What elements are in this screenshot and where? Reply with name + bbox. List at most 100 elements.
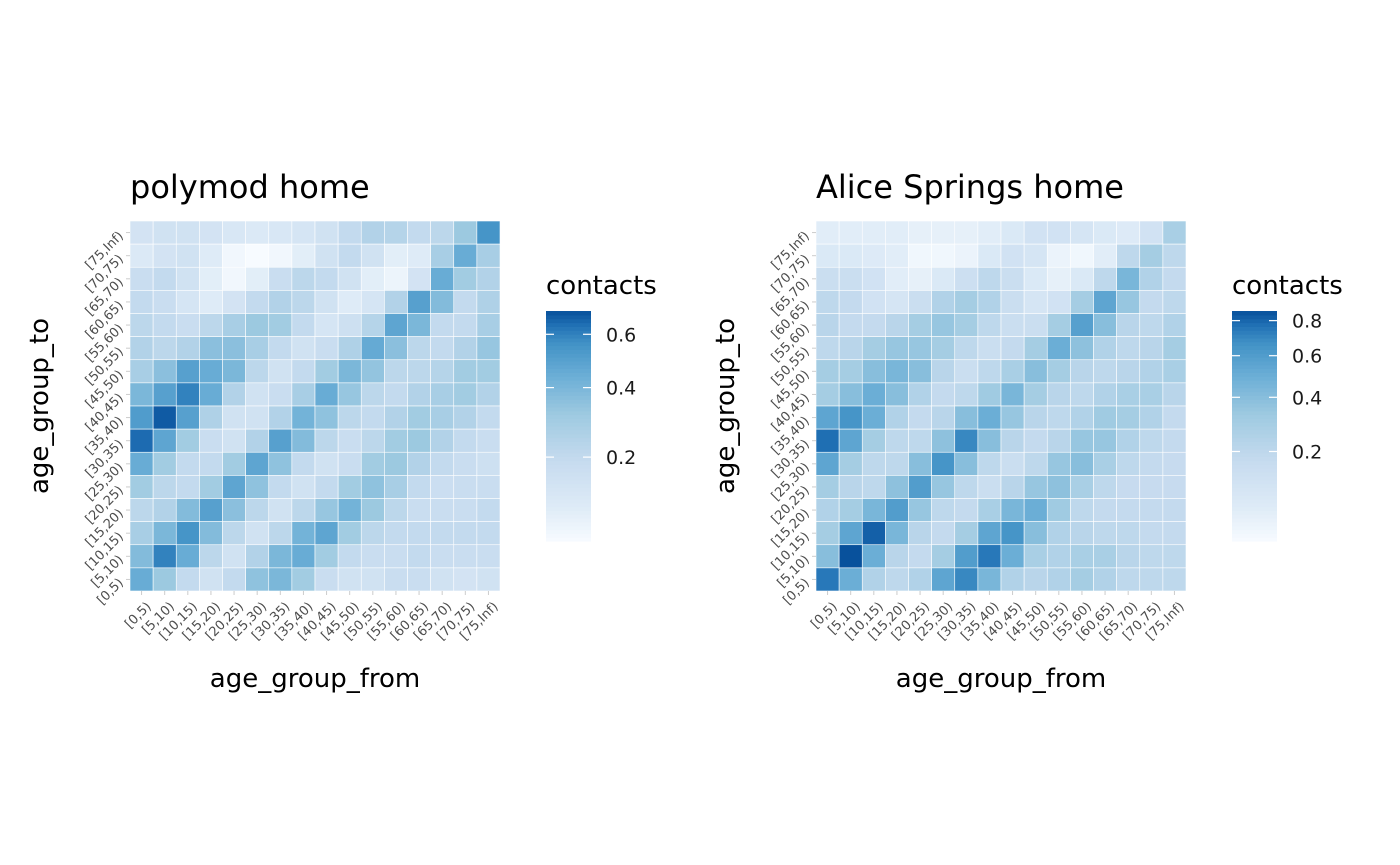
heatmap-cell: [175, 428, 200, 453]
colorbar-segment: [1232, 529, 1277, 534]
heatmap-cell: [337, 266, 362, 291]
heatmap-cell: [1093, 336, 1117, 361]
heatmap-cell: [1070, 498, 1094, 522]
colorbar-segment: [546, 426, 591, 431]
heatmap-cell: [1000, 567, 1025, 592]
heatmap-cell: [908, 521, 932, 546]
heatmap-cell: [314, 266, 339, 291]
heatmap-cell: [222, 382, 246, 407]
heatmap-cell: [885, 498, 909, 522]
heatmap-cell: [1070, 475, 1094, 499]
heatmap-cell: [453, 521, 478, 546]
colorbar-segment: [1232, 395, 1277, 400]
colorbar-segment: [546, 349, 591, 354]
heatmap-cell: [222, 451, 246, 476]
heatmap-cell: [954, 359, 979, 384]
heatmap-cell: [152, 498, 177, 522]
heatmap-cell: [222, 359, 246, 384]
heatmap-cell: [476, 567, 501, 592]
heatmap-cell: [291, 428, 316, 453]
heatmap-cell: [291, 405, 316, 430]
heatmap-cell: [384, 336, 408, 361]
heatmap-cell: [931, 405, 956, 430]
heatmap-cell: [1139, 498, 1164, 522]
colorbar-segment: [1232, 514, 1277, 519]
heatmap-cell: [931, 382, 956, 407]
heatmap-cell: [861, 428, 886, 453]
heatmap-cell: [931, 359, 956, 384]
colorbar-segment: [546, 418, 591, 423]
heatmap-cell: [1046, 359, 1071, 384]
heatmap-cell: [815, 498, 840, 522]
colorbar-segment: [1232, 418, 1277, 423]
heatmap-cell: [476, 521, 501, 546]
heatmap-cell: [152, 567, 177, 592]
heatmap-cell: [1093, 359, 1117, 384]
heatmap-cell: [476, 428, 501, 453]
heatmap-cell: [453, 243, 478, 268]
heatmap-cell: [1162, 567, 1187, 592]
heatmap-cell: [360, 405, 385, 430]
heatmap-cell: [199, 266, 223, 291]
heatmap-cell: [1162, 313, 1187, 337]
heatmap-cell: [291, 220, 316, 245]
heatmap-cell: [337, 521, 362, 546]
heatmap-cell: [908, 567, 932, 592]
colorbar-segment: [546, 326, 591, 331]
heatmap-cell: [222, 313, 246, 337]
heatmap-cell: [476, 266, 501, 291]
heatmap-cell: [268, 220, 293, 245]
colorbar-segment: [1232, 376, 1277, 381]
heatmap-cell: [453, 567, 478, 592]
heatmap-cell: [129, 451, 154, 476]
heatmap-cell: [129, 428, 154, 453]
heatmap-cell: [268, 475, 293, 499]
heatmap-cell: [129, 521, 154, 546]
heatmap-cell: [291, 544, 316, 569]
heatmap-cell: [199, 498, 223, 522]
colorbar-segment: [1232, 475, 1277, 481]
heatmap-cell: [1070, 359, 1094, 384]
heatmap-cell: [815, 405, 840, 430]
heatmap-cell: [1000, 498, 1025, 522]
heatmap-cell: [931, 336, 956, 361]
heatmap-cell: [931, 290, 956, 314]
heatmap-cell: [384, 313, 408, 337]
heatmap-cell: [453, 290, 478, 314]
heatmap-cell: [1139, 266, 1164, 291]
heatmap-cell: [337, 475, 362, 499]
colorbar-segment: [1232, 495, 1277, 500]
colorbar-segment: [1232, 452, 1277, 458]
heatmap-cell: [1116, 428, 1141, 453]
heatmap-cell: [1162, 405, 1187, 430]
heatmap-cell: [1046, 266, 1071, 291]
heatmap-cell: [360, 567, 385, 592]
colorbar-segment: [1232, 383, 1277, 389]
heatmap-cell: [1139, 382, 1164, 407]
heatmap-cell: [152, 313, 177, 337]
legend-title: contacts: [1232, 271, 1343, 301]
heatmap-cell: [1023, 243, 1048, 268]
heatmap-cell: [908, 243, 932, 268]
heatmap-cell: [291, 382, 316, 407]
heatmap-cell: [245, 405, 270, 430]
heatmap-cell: [360, 498, 385, 522]
colorbar-segment: [1232, 368, 1277, 373]
heatmap-cell: [291, 290, 316, 314]
heatmap-cell: [1116, 266, 1141, 291]
heatmap-cell: [885, 290, 909, 314]
heatmap-cell: [476, 451, 501, 476]
heatmap-cell: [931, 451, 956, 476]
heatmap-cell: [407, 475, 431, 499]
heatmap-cell: [1162, 266, 1187, 291]
heatmap-cell: [476, 220, 501, 245]
heatmap-cell: [1139, 220, 1164, 245]
colorbar-segment: [546, 414, 591, 419]
heatmap-cell: [476, 498, 501, 522]
colorbar-segment: [1232, 414, 1277, 419]
heatmap-cell: [1093, 266, 1117, 291]
colorbar-segment: [546, 483, 591, 488]
colorbar-segment: [546, 406, 591, 412]
colorbar-segment: [1232, 334, 1277, 339]
colorbar-segment: [546, 472, 591, 477]
